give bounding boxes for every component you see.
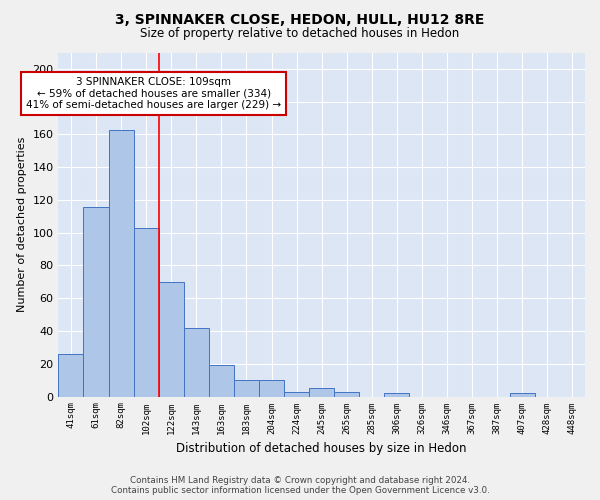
- Text: Size of property relative to detached houses in Hedon: Size of property relative to detached ho…: [140, 28, 460, 40]
- Bar: [159, 282, 184, 397]
- Bar: [83, 206, 109, 396]
- Bar: [510, 394, 535, 396]
- Bar: [284, 392, 309, 396]
- Bar: [309, 388, 334, 396]
- Bar: [109, 130, 134, 396]
- Bar: [209, 366, 234, 396]
- Bar: [184, 328, 209, 396]
- Text: Contains HM Land Registry data © Crown copyright and database right 2024.
Contai: Contains HM Land Registry data © Crown c…: [110, 476, 490, 495]
- Bar: [234, 380, 259, 396]
- Bar: [259, 380, 284, 396]
- Text: 3 SPINNAKER CLOSE: 109sqm
← 59% of detached houses are smaller (334)
41% of semi: 3 SPINNAKER CLOSE: 109sqm ← 59% of detac…: [26, 77, 281, 110]
- Bar: [385, 394, 409, 396]
- Y-axis label: Number of detached properties: Number of detached properties: [17, 137, 27, 312]
- X-axis label: Distribution of detached houses by size in Hedon: Distribution of detached houses by size …: [176, 442, 467, 455]
- Text: 3, SPINNAKER CLOSE, HEDON, HULL, HU12 8RE: 3, SPINNAKER CLOSE, HEDON, HULL, HU12 8R…: [115, 12, 485, 26]
- Bar: [58, 354, 83, 397]
- Bar: [134, 228, 159, 396]
- Bar: [334, 392, 359, 396]
